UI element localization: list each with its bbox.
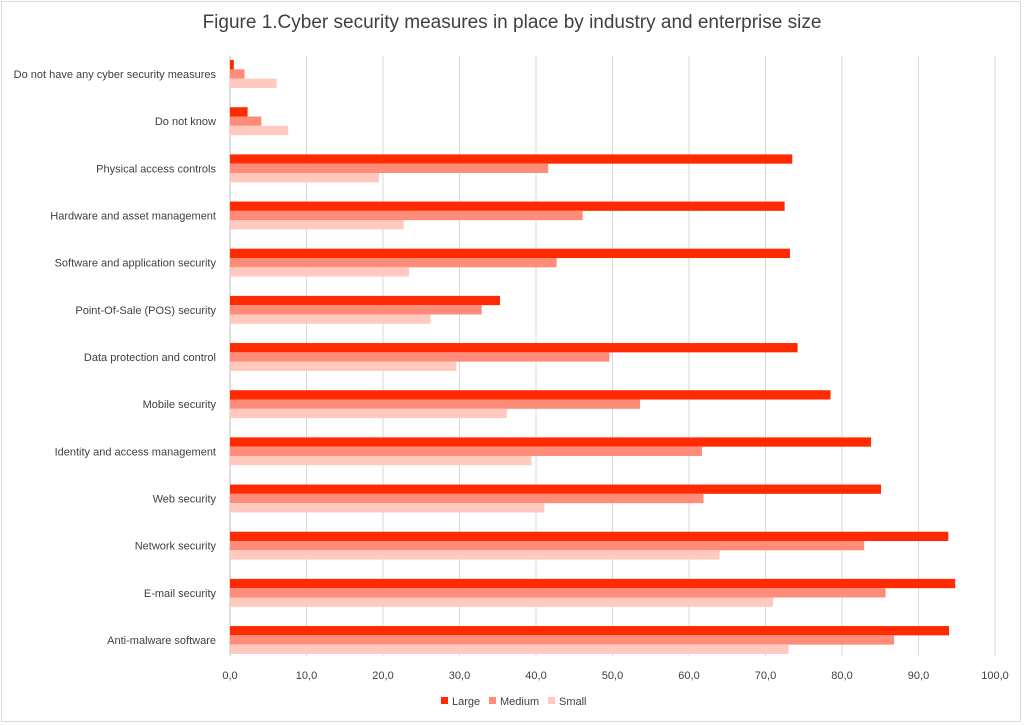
category-label: Identity and access management — [55, 446, 216, 458]
legend-label: Large — [452, 696, 480, 708]
x-tick-label: 100,0 — [981, 670, 1009, 682]
bar-small — [230, 455, 532, 466]
bar-medium — [230, 258, 557, 268]
bar-small — [230, 172, 380, 183]
category-label: Hardware and asset management — [50, 211, 216, 223]
bar-large — [230, 626, 950, 636]
legend-label: Small — [559, 696, 587, 708]
bar-small — [230, 644, 789, 654]
bar-medium — [230, 493, 704, 504]
bar-small — [230, 267, 410, 277]
category-label: Do not have any cyber security measures — [14, 69, 217, 81]
category-label: Physical access controls — [96, 163, 216, 175]
bar-large — [230, 107, 248, 117]
bar-small — [230, 125, 289, 136]
chart-title: Figure 1.Cyber security measures in plac… — [202, 12, 822, 33]
bar-medium — [230, 116, 262, 126]
bar-small — [230, 78, 277, 88]
bar-large — [230, 154, 793, 164]
x-tick-label: 30,0 — [449, 670, 470, 682]
x-tick-label: 0,0 — [222, 670, 237, 682]
category-label: Web security — [153, 494, 217, 506]
bar-medium — [230, 635, 895, 645]
bar-large — [230, 531, 949, 542]
x-tick-label: 80,0 — [831, 670, 852, 682]
bar-large — [230, 484, 882, 494]
category-label: E-mail security — [144, 588, 217, 600]
x-tick-label: 70,0 — [755, 670, 776, 682]
bar-large — [230, 578, 956, 589]
category-label: Data protection and control — [84, 352, 216, 364]
bar-large — [230, 390, 831, 400]
x-tick-label: 10,0 — [296, 670, 317, 682]
legend-swatch — [441, 697, 448, 704]
bar-large — [230, 343, 798, 353]
bar-large — [230, 201, 785, 211]
bar-small — [230, 314, 431, 324]
bar-medium — [230, 588, 886, 598]
bar-small — [230, 220, 404, 230]
bar-medium — [230, 541, 865, 551]
x-tick-label: 90,0 — [908, 670, 929, 682]
bar-large — [230, 60, 234, 70]
bar-medium — [230, 69, 245, 79]
bar-large — [230, 248, 790, 259]
category-label: Do not know — [155, 116, 216, 128]
x-tick-label: 60,0 — [678, 670, 699, 682]
x-tick-label: 40,0 — [525, 670, 546, 682]
legend-swatch — [548, 697, 555, 704]
bar-small — [230, 408, 507, 419]
category-label: Mobile security — [143, 399, 217, 411]
bar-small — [230, 550, 720, 560]
bar-large — [230, 437, 872, 447]
bar-small — [230, 503, 545, 513]
legend-label: Medium — [500, 696, 539, 708]
x-tick-label: 50,0 — [602, 670, 623, 682]
x-tick-label: 20,0 — [372, 670, 393, 682]
category-label: Software and application security — [55, 258, 217, 270]
bar-medium — [230, 210, 583, 221]
bar-medium — [230, 399, 641, 409]
bar-medium — [230, 352, 610, 362]
category-label: Anti-malware software — [107, 635, 216, 647]
bar-small — [230, 361, 457, 371]
bar-medium — [230, 305, 482, 315]
bar-large — [230, 295, 501, 306]
category-label: Network security — [135, 541, 217, 553]
bar-medium — [230, 446, 703, 456]
category-label: Point-Of-Sale (POS) security — [75, 305, 216, 317]
bar-medium — [230, 163, 549, 173]
bar-small — [230, 597, 774, 607]
legend-swatch — [489, 697, 496, 704]
